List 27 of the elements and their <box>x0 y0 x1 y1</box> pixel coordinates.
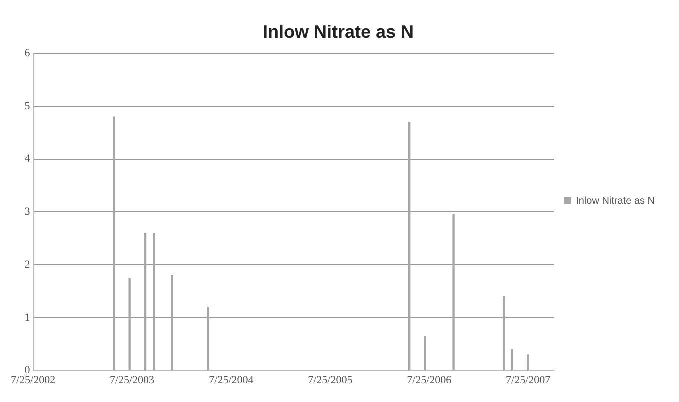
bar <box>144 233 147 371</box>
x-tick-label: 7/25/2004 <box>209 374 254 386</box>
y-tick-label: 0 <box>24 364 31 377</box>
x-tick-label: 7/25/2007 <box>506 374 552 386</box>
y-tick-label: 1 <box>24 312 30 324</box>
bar <box>408 122 411 371</box>
bar <box>153 233 156 371</box>
bar <box>207 307 210 371</box>
bar <box>503 296 506 371</box>
y-tick-label: 2 <box>24 258 30 271</box>
x-tick-label: 7/25/2003 <box>110 374 156 386</box>
bar <box>452 214 455 371</box>
bar <box>424 336 426 371</box>
bar <box>171 275 174 371</box>
x-tick-label: 7/25/2005 <box>308 374 354 386</box>
x-tick-label: 7/25/2006 <box>407 374 452 386</box>
y-tick-label: 5 <box>24 100 31 112</box>
bar <box>128 278 131 371</box>
bar <box>511 349 514 371</box>
chart-title: Inlow Nitrate as N <box>262 22 414 42</box>
y-tick-label: 4 <box>24 153 31 166</box>
y-tick-label: 6 <box>24 47 31 60</box>
legend-label: Inlow Nitrate as N <box>576 196 656 207</box>
bar <box>527 354 530 371</box>
bar <box>113 116 116 371</box>
y-tick-label: 3 <box>24 206 31 218</box>
x-tick-label: 7/25/2002 <box>10 374 56 386</box>
